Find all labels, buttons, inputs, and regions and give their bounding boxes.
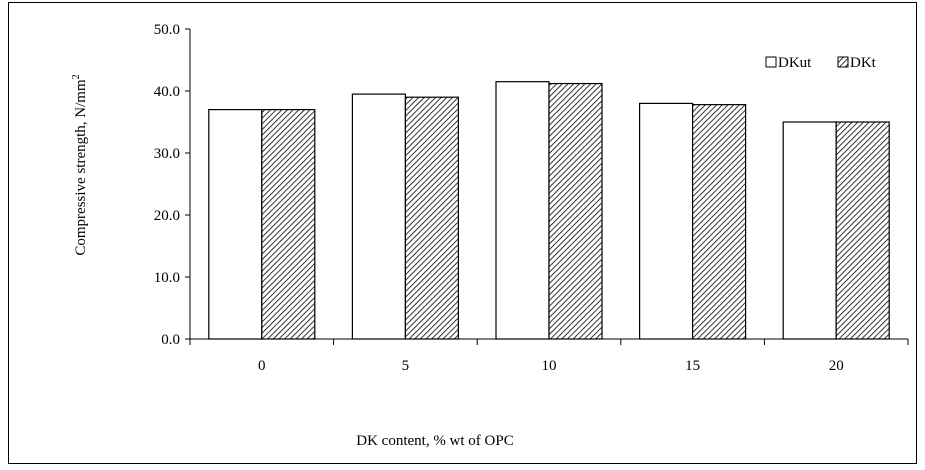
bar-dkut-10	[495, 81, 550, 340]
bar-dkut-20	[782, 121, 837, 340]
legend-swatch-dkt	[837, 56, 849, 68]
legend: DKut DKt	[765, 55, 877, 71]
y-tick-label: 40.0	[154, 84, 180, 100]
y-tick-label: 30.0	[154, 146, 180, 162]
x-tick-label: 5	[402, 358, 410, 374]
y-tick-label: 50.0	[154, 22, 180, 38]
bars-group	[208, 81, 890, 340]
bar-dkut-0	[208, 108, 263, 340]
axis-labels: Compressive strength, N/mm2 DK content, …	[71, 74, 514, 449]
x-tick-label: 10	[542, 358, 557, 374]
bar-dkut-15	[638, 102, 694, 340]
x-tick-label: 15	[685, 358, 700, 374]
chart-frame: 0.0 10.0 20.0 30.0 40.0 50.0 0 5 10 15 20 Compress…	[8, 2, 917, 464]
bar-dkut-5	[351, 93, 406, 340]
legend-label-dkt: DKt	[850, 55, 877, 71]
legend-label-dkut: DKut	[778, 55, 812, 71]
x-tick-label: 20	[829, 358, 844, 374]
x-tick-label: 0	[258, 358, 266, 374]
bar-dkt-20	[835, 121, 890, 340]
bar-dkt-10	[548, 82, 603, 340]
y-tick-label: 0.0	[161, 332, 180, 348]
bar-dkt-0	[261, 108, 316, 340]
y-tick-label: 20.0	[154, 208, 180, 224]
bar-dkt-5	[404, 96, 459, 340]
y-axis-label: Compressive strength, N/mm2	[71, 74, 89, 255]
legend-swatch-dkut	[765, 56, 777, 68]
bar-dkt-15	[691, 104, 747, 340]
x-axis-label: DK content, % wt of OPC	[356, 433, 514, 449]
y-tick-label: 10.0	[154, 270, 180, 286]
bar-chart: 0.0 10.0 20.0 30.0 40.0 50.0 0 5 10 15 20 Compress…	[71, 22, 909, 449]
